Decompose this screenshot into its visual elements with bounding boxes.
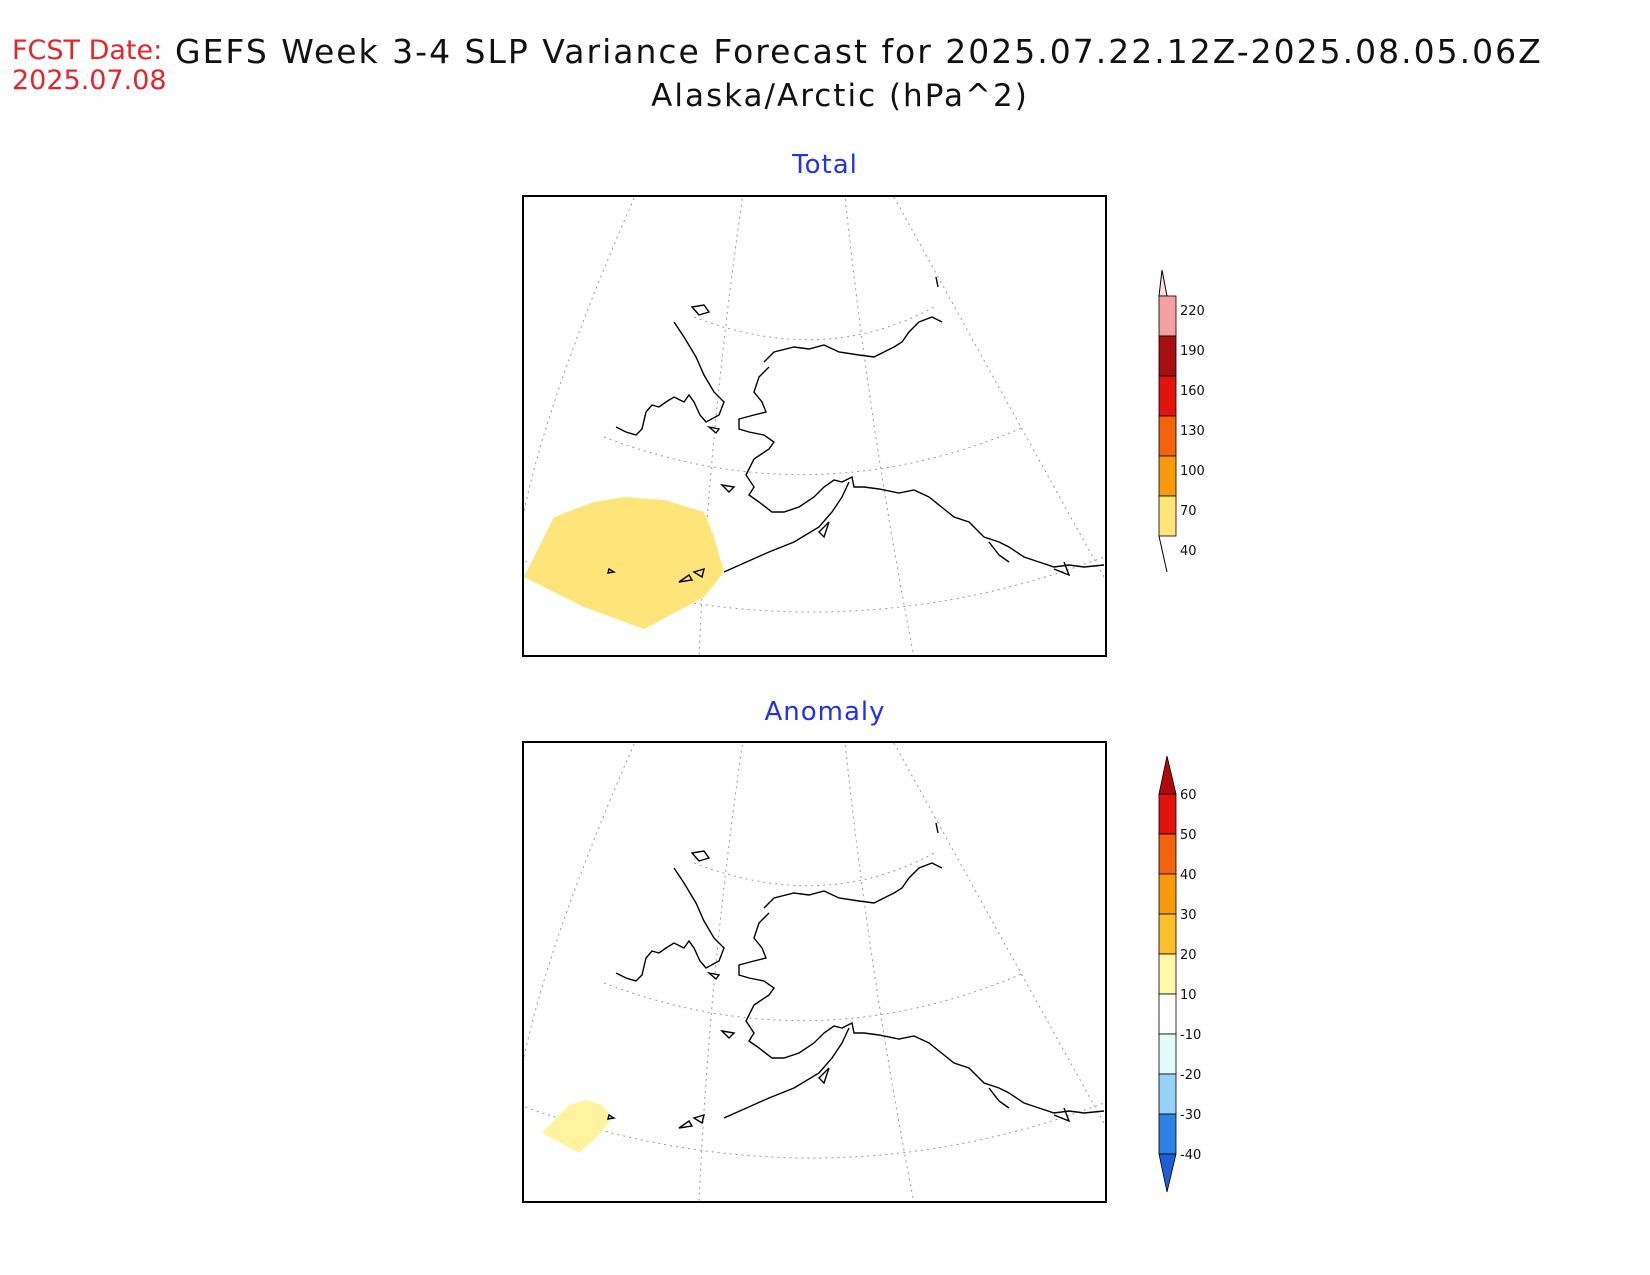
colorbar-anomaly-label: 30	[1180, 908, 1197, 923]
shaded-region	[524, 497, 724, 629]
colorbar-anomaly-label: -30	[1180, 1108, 1201, 1123]
colorbar-total-label: 40	[1180, 544, 1197, 559]
map-panel-total	[522, 195, 1107, 657]
colorbar-anomaly-label: 40	[1180, 868, 1197, 883]
colorbar-anomaly-seg-0	[1158, 793, 1177, 835]
colorbar-total-seg-3	[1158, 415, 1177, 457]
panel-title-total: Total	[792, 150, 858, 180]
colorbar-anomaly-label: -20	[1180, 1068, 1201, 1083]
map-total	[524, 197, 1105, 655]
colorbar-total-label: 160	[1180, 384, 1205, 399]
colorbar-anomaly-label: 10	[1180, 988, 1197, 1003]
coastline	[607, 822, 1105, 1129]
colorbar-total-label: 130	[1180, 424, 1205, 439]
colorbar-total: 220 190 160 130 100 70 40	[1158, 269, 1205, 573]
colorbar-total-label: 70	[1180, 504, 1197, 519]
colorbar-total-seg-0	[1158, 295, 1177, 337]
graticule	[524, 743, 1105, 1201]
colorbar-anomaly: 60 50 40 30 20 10 -10 -20 -30 -40	[1158, 755, 1201, 1193]
colorbar-total-label: 100	[1180, 464, 1205, 479]
colorbar-anomaly-seg-8	[1158, 1113, 1177, 1155]
colorbar-anomaly-seg-7	[1158, 1073, 1177, 1115]
colorbar-anomaly-seg-6	[1158, 1033, 1177, 1075]
colorbar-anomaly-top-arrow	[1158, 755, 1177, 795]
colorbar-total-top-arrow	[1158, 269, 1168, 297]
colorbar-anomaly-label: 20	[1180, 948, 1197, 963]
colorbar-total-seg-5	[1158, 495, 1177, 537]
colorbar-anomaly-seg-2	[1158, 873, 1177, 915]
fcst-date: 2025.07.08	[12, 65, 167, 96]
coastline	[607, 276, 1105, 583]
fcst-label: FCST Date:	[12, 35, 163, 66]
sub-title: Alaska/Arctic (hPa^2)	[651, 78, 1029, 114]
colorbar-anomaly-seg-4	[1158, 953, 1177, 995]
colorbar-anomaly-label: 60	[1180, 788, 1197, 803]
colorbar-total-seg-2	[1158, 375, 1177, 417]
colorbar-total-label: 190	[1180, 344, 1205, 359]
colorbar-anomaly-bottom-arrow	[1158, 1153, 1177, 1193]
colorbar-total-seg-1	[1158, 335, 1177, 377]
colorbar-total-seg-4	[1158, 455, 1177, 497]
main-title: GEFS Week 3-4 SLP Variance Forecast for …	[175, 32, 1543, 71]
colorbar-anomaly-seg-5	[1158, 993, 1177, 1035]
colorbar-anomaly-label: -10	[1180, 1028, 1201, 1043]
colorbar-total-bottom-arrow	[1158, 535, 1168, 573]
shaded-region	[542, 1100, 612, 1153]
colorbar-anomaly-seg-3	[1158, 913, 1177, 955]
map-anomaly	[524, 743, 1105, 1201]
colorbar-anomaly-seg-1	[1158, 833, 1177, 875]
colorbar-anomaly-label: -40	[1180, 1148, 1201, 1163]
panel-title-anomaly: Anomaly	[764, 697, 886, 727]
colorbar-total-label: 220	[1180, 304, 1205, 319]
colorbar-anomaly-label: 50	[1180, 828, 1197, 843]
map-panel-anomaly	[522, 741, 1107, 1203]
